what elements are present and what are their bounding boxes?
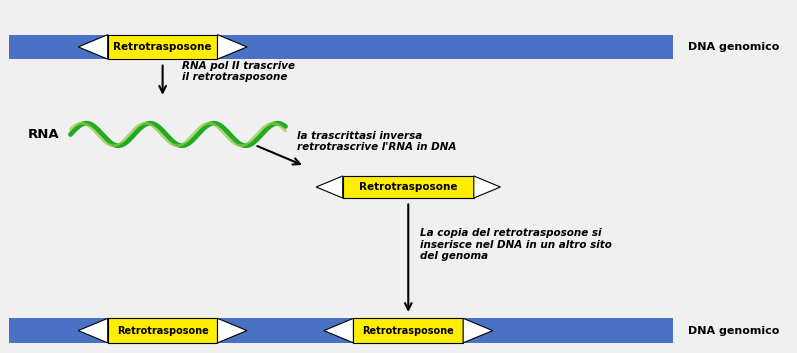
Text: Retrotrasposone: Retrotrasposone	[116, 325, 209, 336]
Bar	[108, 318, 218, 343]
Polygon shape	[218, 318, 247, 343]
Text: la trascrittasi inversa
retrotrascrive l'RNA in DNA: la trascrittasi inversa retrotrascrive l…	[297, 131, 457, 152]
Text: DNA genomico: DNA genomico	[689, 42, 779, 52]
Text: RNA: RNA	[28, 128, 60, 141]
Text: Retrotrasposone: Retrotrasposone	[359, 182, 457, 192]
Polygon shape	[78, 35, 108, 59]
Bar	[108, 35, 218, 59]
Bar	[9, 318, 673, 343]
Bar	[9, 35, 673, 59]
Polygon shape	[78, 318, 108, 343]
Bar	[343, 176, 473, 198]
Polygon shape	[218, 35, 247, 59]
Polygon shape	[324, 318, 353, 343]
Text: Retrotrasposone: Retrotrasposone	[113, 42, 212, 52]
Polygon shape	[316, 176, 343, 198]
Text: La copia del retrotrasposone si
inserisce nel DNA in un altro sito
del genoma: La copia del retrotrasposone si inserisc…	[420, 228, 611, 261]
Polygon shape	[473, 176, 501, 198]
Polygon shape	[463, 318, 493, 343]
Bar	[353, 318, 463, 343]
Text: Retrotrasposone: Retrotrasposone	[363, 325, 454, 336]
Text: RNA pol II trascrive
il retrotrasposone: RNA pol II trascrive il retrotrasposone	[182, 61, 295, 82]
Text: DNA genomico: DNA genomico	[689, 325, 779, 336]
